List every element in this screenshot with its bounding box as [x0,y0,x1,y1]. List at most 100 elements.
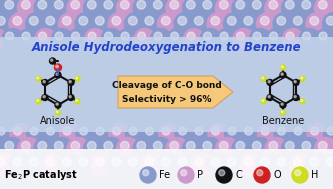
Circle shape [175,123,196,145]
Circle shape [265,0,288,19]
Circle shape [46,16,55,25]
Circle shape [59,153,82,177]
Circle shape [84,0,107,19]
Circle shape [261,99,266,104]
Circle shape [121,141,129,150]
Circle shape [167,29,188,50]
Circle shape [137,0,146,9]
Circle shape [37,100,39,101]
Circle shape [46,157,55,166]
Circle shape [18,138,41,160]
Circle shape [322,12,333,36]
Circle shape [248,138,271,160]
Circle shape [269,141,278,150]
Circle shape [301,100,303,101]
Circle shape [121,0,129,9]
Circle shape [306,12,329,36]
Circle shape [311,127,319,135]
Circle shape [109,123,130,145]
Circle shape [108,153,131,177]
Circle shape [280,65,285,70]
Bar [0,149,333,189]
Circle shape [93,123,114,145]
Circle shape [215,0,238,19]
Circle shape [56,110,61,115]
Circle shape [298,138,321,160]
Text: Fe$_2$P catalyst: Fe$_2$P catalyst [4,168,78,182]
Circle shape [6,32,14,40]
Circle shape [76,123,97,145]
Circle shape [38,0,47,9]
Circle shape [257,123,278,145]
Circle shape [150,0,172,19]
Circle shape [307,123,328,145]
Circle shape [143,170,149,176]
Circle shape [166,0,189,19]
Circle shape [216,167,232,183]
Circle shape [21,141,30,150]
Circle shape [236,0,245,9]
Circle shape [55,64,62,71]
Circle shape [9,12,32,36]
Circle shape [220,32,228,40]
Circle shape [56,103,58,105]
Circle shape [79,16,88,25]
Circle shape [42,94,48,101]
Circle shape [295,170,301,176]
Circle shape [117,138,140,160]
Circle shape [129,127,137,135]
Circle shape [281,103,283,105]
Circle shape [285,141,294,150]
Circle shape [268,95,270,98]
Circle shape [47,127,55,135]
Circle shape [96,16,104,25]
Circle shape [75,76,80,81]
Circle shape [257,170,263,176]
Text: H: H [311,170,318,180]
Circle shape [182,138,205,160]
Circle shape [281,0,304,19]
Circle shape [178,167,194,183]
Circle shape [145,157,154,166]
Circle shape [280,72,286,78]
Circle shape [215,138,238,160]
FancyBboxPatch shape [0,37,333,132]
Circle shape [219,0,228,9]
Circle shape [199,0,222,19]
Circle shape [71,141,80,150]
Circle shape [266,29,287,50]
Circle shape [300,76,305,81]
Circle shape [298,0,321,19]
Circle shape [0,138,8,160]
Circle shape [240,12,263,36]
Circle shape [289,12,312,36]
Circle shape [260,16,269,25]
Circle shape [67,0,90,19]
Circle shape [43,95,45,98]
Circle shape [62,157,71,166]
Circle shape [141,153,164,177]
Circle shape [191,123,212,145]
Circle shape [314,138,333,160]
Circle shape [38,141,47,150]
Circle shape [302,0,311,9]
Circle shape [150,138,172,160]
Circle shape [252,0,261,9]
Circle shape [76,77,78,79]
Circle shape [62,16,71,25]
Circle shape [190,153,213,177]
Circle shape [0,123,15,145]
Circle shape [51,138,74,160]
Circle shape [39,32,47,40]
Circle shape [9,153,32,177]
Circle shape [224,123,245,145]
Circle shape [268,81,270,83]
Circle shape [118,29,139,50]
Circle shape [326,16,333,25]
Circle shape [51,0,74,19]
Circle shape [203,0,212,9]
Circle shape [18,0,41,19]
Circle shape [280,110,285,115]
Circle shape [104,141,113,150]
Circle shape [0,157,5,166]
